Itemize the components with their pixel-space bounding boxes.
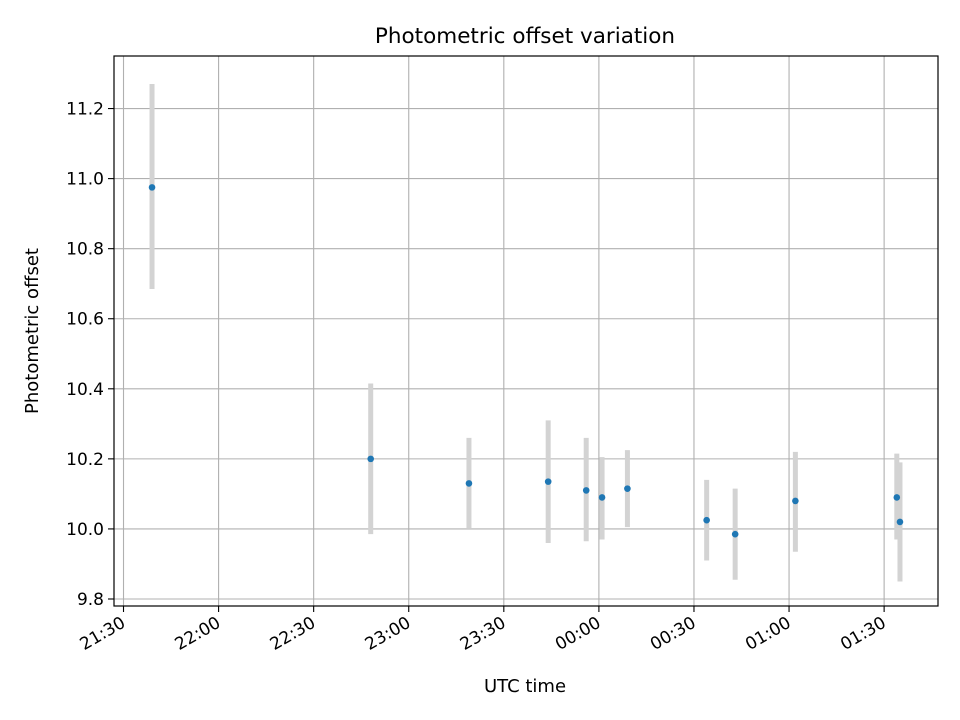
data-point bbox=[624, 485, 631, 492]
y-tick-label: 10.6 bbox=[66, 310, 104, 330]
y-tick-label: 11.2 bbox=[66, 100, 104, 120]
data-point bbox=[544, 478, 552, 485]
grid-lines bbox=[114, 56, 938, 606]
x-axis-label: UTC time bbox=[484, 676, 566, 697]
data-point bbox=[731, 530, 739, 538]
data-point bbox=[792, 497, 799, 505]
data-point bbox=[893, 494, 901, 501]
data-point bbox=[598, 494, 606, 501]
data-point bbox=[703, 516, 710, 524]
data-point bbox=[896, 518, 904, 526]
y-tick-label: 11.0 bbox=[66, 170, 104, 190]
data-point bbox=[367, 455, 375, 463]
y-tick-label: 10.4 bbox=[66, 380, 104, 400]
y-tick-label: 10.8 bbox=[66, 240, 104, 260]
data-point bbox=[582, 487, 590, 494]
y-tick-label: 10.2 bbox=[66, 450, 104, 470]
plot-frame bbox=[113, 55, 939, 607]
y-tick-label: 9.8 bbox=[77, 590, 104, 610]
y-axis-label: Photometric offset bbox=[22, 248, 43, 414]
data-point bbox=[465, 480, 473, 487]
data-point bbox=[148, 184, 156, 191]
y-tick-label: 10.0 bbox=[66, 520, 104, 540]
y-axis-ticks: 9.8 10.0 10.2 10.4 10.6 10.8 11.0 11.2 bbox=[66, 100, 114, 610]
chart-title: Photometric offset variation bbox=[375, 24, 675, 49]
data-points bbox=[148, 184, 904, 538]
